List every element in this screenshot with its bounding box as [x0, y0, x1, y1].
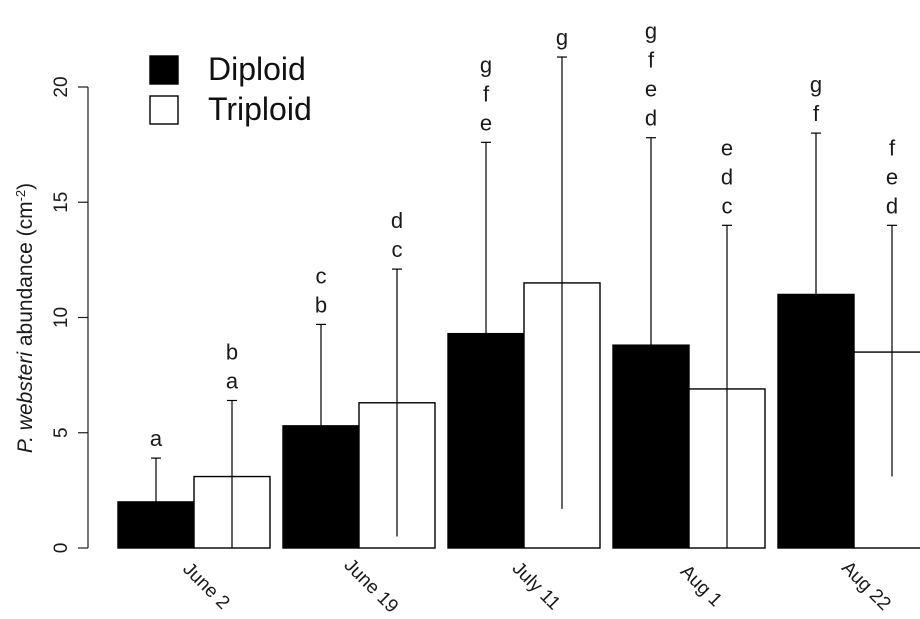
y-tick-label: 0	[51, 543, 72, 554]
bar-diploid	[613, 345, 689, 548]
x-tick-labels: June 2 June 19 July 11 Aug 1 Aug 22	[178, 555, 894, 618]
significance-letter: d	[391, 208, 403, 233]
y-axis-label-sup: -2	[13, 190, 28, 202]
legend-label-triploid: Triploid	[208, 91, 312, 127]
y-tick-label: 10	[51, 307, 72, 328]
significance-letter: f	[483, 81, 490, 106]
y-axis: 0 5 10 15 20	[51, 76, 88, 553]
significance-letter: c	[722, 193, 733, 218]
significance-letter: d	[721, 164, 733, 189]
bars-group	[118, 283, 920, 548]
bar-diploid	[778, 294, 854, 548]
significance-letter: e	[886, 164, 898, 189]
significance-letter: f	[889, 135, 896, 160]
x-tick-label: Aug 1	[676, 561, 726, 611]
legend-swatch-triploid	[150, 96, 178, 124]
significance-letter: b	[315, 292, 327, 317]
significance-letter: c	[316, 263, 327, 288]
bar-diploid	[448, 334, 524, 548]
bar-diploid	[283, 426, 359, 548]
significance-letter: b	[226, 339, 238, 364]
x-tick-label: June 19	[340, 555, 403, 618]
legend: Diploid Triploid	[150, 51, 312, 127]
legend-label-diploid: Diploid	[208, 51, 306, 87]
significance-letter: d	[886, 193, 898, 218]
significance-letter: e	[721, 135, 733, 160]
significance-letter: g	[810, 72, 822, 97]
x-tick-label: June 2	[178, 559, 233, 614]
significance-letter: g	[645, 19, 657, 44]
significance-letter: d	[645, 106, 657, 131]
significance-letter: a	[150, 426, 163, 451]
y-axis-label-italic: P. websteri	[14, 351, 37, 453]
x-tick-label: Aug 22	[837, 557, 894, 614]
y-axis-label: P. websteri abundance (cm-2)	[13, 183, 38, 453]
legend-swatch-diploid	[150, 56, 178, 84]
significance-letter: f	[813, 101, 820, 126]
significance-letter: e	[645, 77, 657, 102]
significance-letter: f	[648, 48, 655, 73]
y-tick-label: 5	[51, 427, 72, 438]
significance-letter: c	[392, 237, 403, 262]
y-axis-label-close: )	[14, 183, 37, 190]
significance-letter: a	[226, 368, 239, 393]
y-tick-label: 20	[51, 76, 72, 97]
x-tick-label: July 11	[508, 558, 564, 614]
bar-diploid	[118, 502, 194, 548]
significance-letter: e	[480, 110, 492, 135]
significance-letter: g	[480, 52, 492, 77]
bar-triploid	[854, 352, 920, 548]
y-axis-label-rest: abundance (cm	[14, 201, 37, 352]
significance-letter: g	[556, 25, 568, 50]
y-tick-label: 15	[51, 192, 72, 213]
